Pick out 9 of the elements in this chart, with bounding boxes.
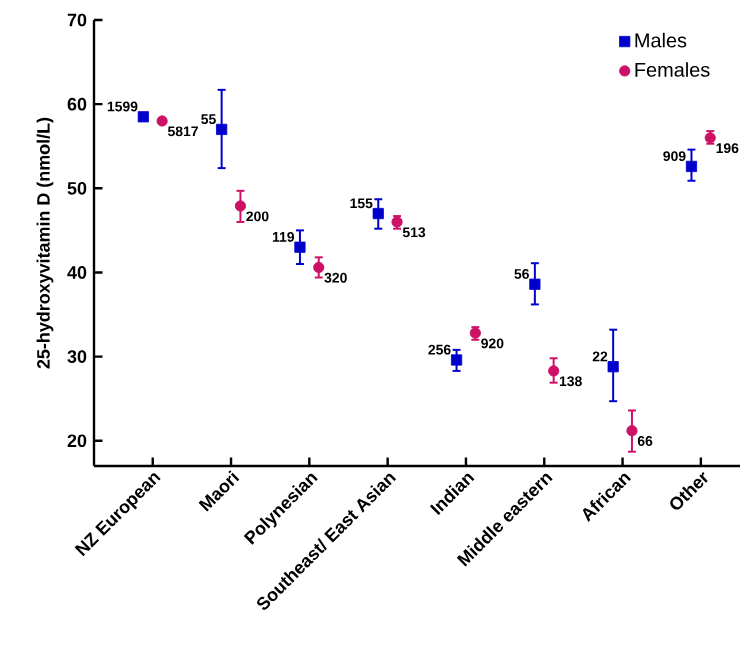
legend-label: Males [635, 32, 687, 48]
y-tick-label: 30 [67, 350, 87, 363]
legend-label: Females [635, 62, 710, 77]
y-tick-label: 60 [67, 97, 87, 111]
y-tick-label: 50 [67, 181, 87, 195]
y-tick-label: 40 [67, 266, 87, 279]
y-tick-label: 20 [67, 434, 87, 448]
y-tick-label: 70 [67, 13, 87, 27]
y-axis-title: 25-hydroxyvitamin D (nmol/L) [36, 117, 54, 369]
